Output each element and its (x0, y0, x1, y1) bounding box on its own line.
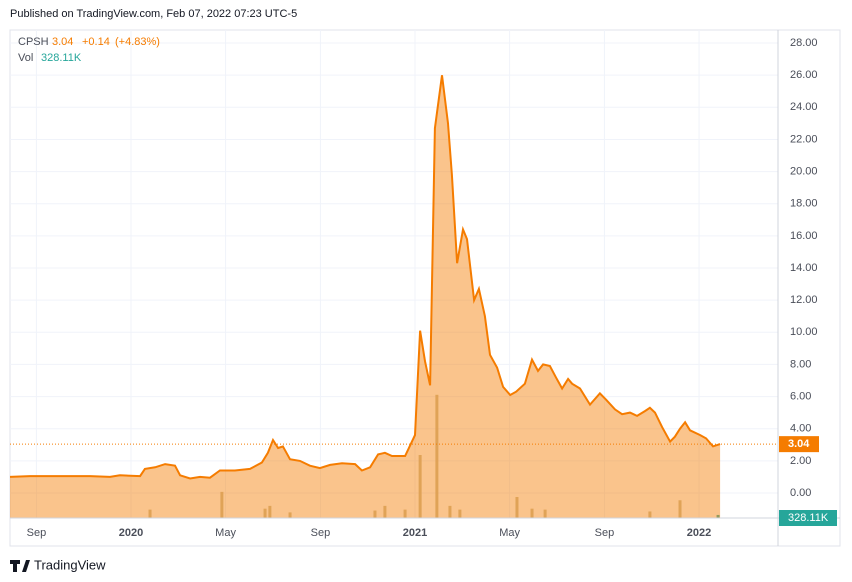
legend-volume-name: Vol (18, 52, 33, 64)
price-line (9, 75, 721, 480)
legend-volume: 328.11K (41, 52, 82, 64)
volume-bar (515, 497, 519, 518)
volume-bar (716, 514, 720, 518)
x-tick-label: Sep (27, 527, 47, 539)
footer-logo: TradingView (10, 557, 106, 572)
y-tick-label: 26.00 (790, 69, 818, 81)
volume (148, 394, 720, 518)
last-price-badge (779, 436, 819, 453)
y-tick-label: 20.00 (790, 165, 818, 177)
logo-icon (10, 560, 30, 572)
x-tick-label: 2020 (119, 527, 143, 539)
volume-bar (530, 508, 534, 518)
volume-bar (678, 500, 682, 518)
y-tick-label: 2.00 (790, 455, 811, 467)
footer-text: TradingView (34, 557, 106, 572)
y-tick-label: 18.00 (790, 198, 818, 210)
volume-badge-label: 328.11K (788, 512, 829, 524)
volume-bar (435, 394, 439, 518)
volume-bar (288, 512, 292, 518)
y-tick-label: 10.00 (790, 326, 818, 338)
y-tick-label: 28.00 (790, 37, 818, 49)
y-tick-label: 0.00 (790, 487, 811, 499)
y-tick-label: 6.00 (790, 390, 811, 402)
axes: 0.00 2.00 4.00 6.00 8.00 10.00 12.00 14.00 16.00… (27, 37, 837, 539)
x-tick-label: 2022 (687, 527, 711, 539)
y-tick-label: 22.00 (790, 133, 818, 145)
legend-change-pct: (+4.83%) (115, 36, 160, 48)
grid (10, 30, 778, 518)
y-tick-label: 16.00 (790, 230, 818, 242)
x-tick-label: Sep (311, 527, 331, 539)
legend-change: +0.14 (82, 36, 110, 48)
volume-badge (779, 510, 837, 526)
volume-bar (268, 505, 272, 518)
volume-bar (148, 509, 152, 518)
plot (9, 75, 778, 518)
volume-bar (458, 509, 462, 518)
volume-bar (648, 511, 652, 518)
volume-bar (373, 510, 377, 518)
x-tick-label: Sep (595, 527, 615, 539)
y-tick-label: 24.00 (790, 101, 818, 113)
volume-bar (220, 491, 224, 518)
chart-frame (9, 29, 841, 547)
last-price-label: 3.04 (788, 438, 810, 450)
volume-bar (263, 508, 267, 518)
x-tick-label: 2021 (403, 527, 427, 539)
x-tick-label: May (215, 527, 236, 539)
volume-bar (403, 509, 407, 518)
volume-bar (448, 505, 452, 518)
y-tick-label: 14.00 (790, 262, 818, 274)
x-tick-label: May (499, 527, 520, 539)
published-header: Published on TradingView.com, Feb 07, 20… (10, 8, 297, 20)
y-tick-label: 4.00 (790, 423, 811, 435)
legend-symbol: CPSH (18, 36, 49, 48)
y-tick-label: 12.00 (790, 294, 818, 306)
price-area (10, 75, 721, 518)
y-tick-label: 8.00 (790, 358, 811, 370)
volume-bar (418, 455, 422, 518)
legend: CPSH 3.04 +0.14 (+4.83%) Vol 328.11K (18, 36, 160, 64)
volume-bar (383, 505, 387, 518)
legend-last: 3.04 (52, 36, 73, 48)
volume-bar (543, 509, 547, 518)
